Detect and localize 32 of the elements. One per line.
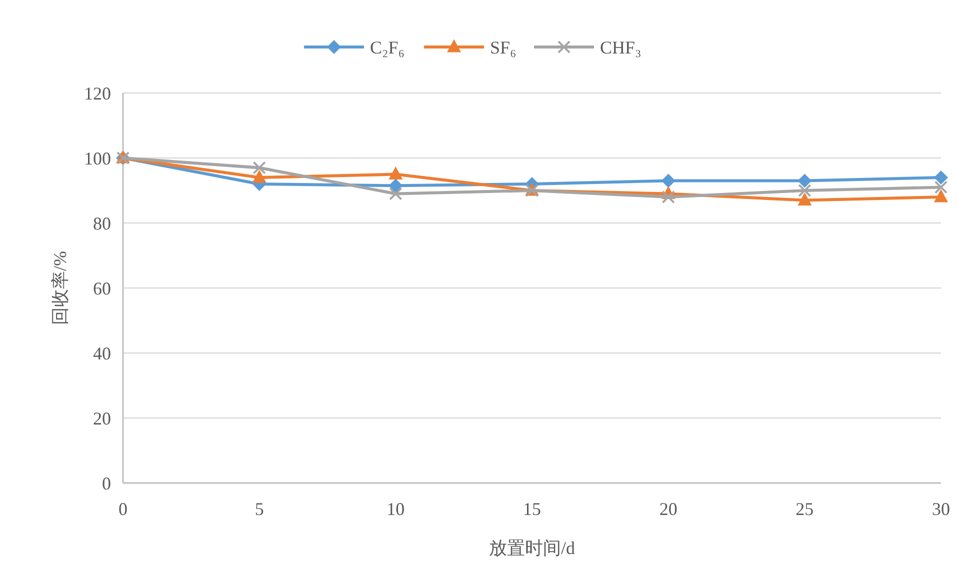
point <box>934 170 948 184</box>
point <box>798 174 812 188</box>
x-tick-label: 20 <box>659 499 678 519</box>
x-tick-label: 15 <box>523 499 541 519</box>
point <box>252 161 266 174</box>
x-tick-label: 0 <box>118 499 128 519</box>
point <box>934 180 948 194</box>
x-tick-label: 30 <box>932 499 950 519</box>
x-tick-label: 5 <box>254 499 264 519</box>
y-tick-label: 60 <box>93 278 111 298</box>
point <box>662 190 675 204</box>
y-tick-label: 40 <box>93 343 111 364</box>
y-axis-title: 回收率/% <box>50 251 70 325</box>
y-tick-label: 120 <box>84 83 111 104</box>
y-tick-label: 80 <box>93 213 111 234</box>
point <box>798 192 812 206</box>
legend-label: CHF₃ <box>600 37 642 58</box>
x-tick-label: 25 <box>796 499 814 519</box>
y-tick-label: 100 <box>84 148 111 168</box>
y-tick-label: 20 <box>93 408 111 428</box>
point <box>252 170 266 183</box>
x-axis-title: 放置时间/d <box>488 538 576 558</box>
x-tick-label: 10 <box>386 499 405 519</box>
point <box>388 178 403 193</box>
point <box>798 184 812 198</box>
point <box>389 187 402 200</box>
point <box>388 166 403 180</box>
legend-label: C₂F₆ <box>370 37 405 58</box>
point <box>661 174 676 188</box>
y-tick-label: 0 <box>102 473 111 494</box>
legend-label: SF₆ <box>490 37 516 58</box>
point <box>934 189 948 202</box>
